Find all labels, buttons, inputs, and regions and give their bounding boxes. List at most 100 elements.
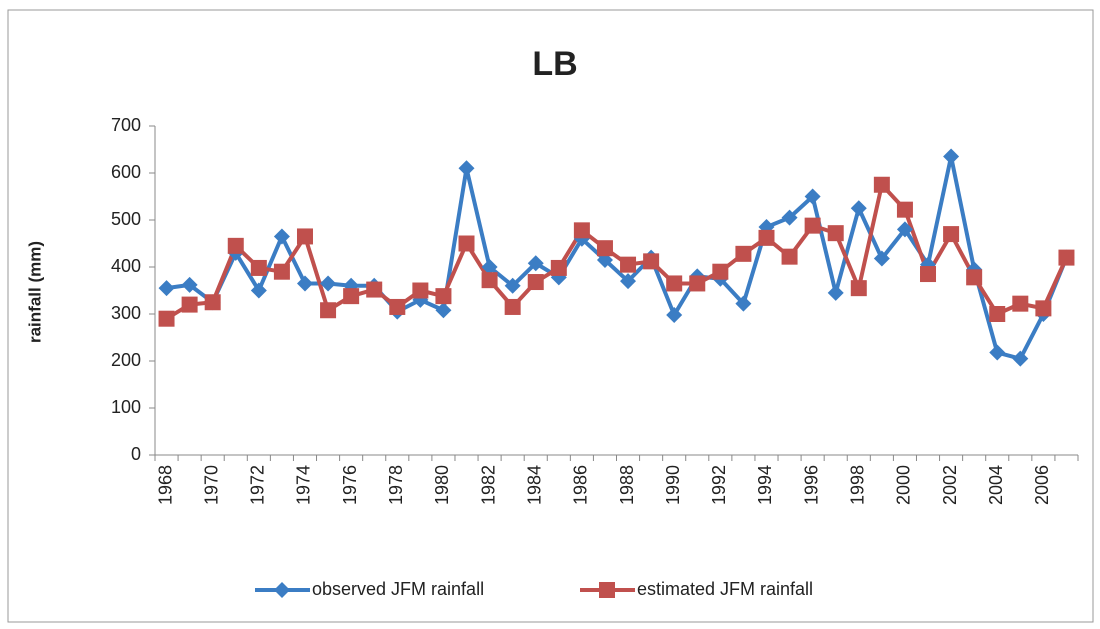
x-tick-label: 1974 [294, 465, 314, 505]
data-point [873, 176, 890, 193]
data-point [273, 228, 290, 245]
y-tick-label: 500 [111, 209, 141, 229]
data-point [596, 251, 613, 268]
data-point [573, 222, 590, 239]
x-tick-label: 2004 [986, 465, 1006, 505]
data-point [296, 228, 313, 245]
data-point [1012, 350, 1029, 367]
data-point [158, 310, 175, 327]
data-point [666, 306, 683, 323]
data-point [1012, 295, 1029, 312]
data-point [943, 148, 960, 165]
data-point [827, 284, 844, 301]
x-tick-label: 1976 [340, 465, 360, 505]
data-point [504, 277, 521, 294]
data-point [689, 275, 706, 292]
data-point [435, 288, 452, 305]
x-tick-label: 1994 [755, 465, 775, 505]
data-point [781, 248, 798, 265]
legend-marker [274, 582, 290, 598]
y-tick-label: 200 [111, 350, 141, 370]
x-tick-label: 1972 [248, 465, 268, 505]
data-point [735, 245, 752, 262]
data-point [158, 280, 175, 297]
data-point [481, 259, 498, 275]
data-point [366, 281, 383, 298]
data-point [873, 250, 890, 267]
data-point [227, 237, 244, 254]
legend-label: estimated JFM rainfall [637, 579, 813, 599]
x-tick-label: 1992 [709, 465, 729, 505]
y-tick-label: 300 [111, 303, 141, 323]
data-point [181, 276, 198, 293]
legend-marker [599, 582, 615, 598]
y-axis-label: rainfall (mm) [25, 241, 44, 343]
data-point [527, 255, 544, 272]
x-tick-label: 1984 [524, 465, 544, 505]
y-tick-label: 700 [111, 115, 141, 135]
data-point [181, 296, 198, 313]
x-tick-label: 1996 [801, 465, 821, 505]
data-point [458, 235, 475, 252]
data-point [596, 240, 613, 257]
data-point [435, 302, 452, 319]
x-tick-label: 1988 [617, 465, 637, 505]
chart-title: LB [532, 45, 577, 83]
x-tick-label: 1980 [432, 465, 452, 505]
data-point [320, 275, 337, 292]
y-tick-label: 0 [131, 444, 141, 464]
data-point [550, 259, 567, 276]
data-point [389, 298, 406, 315]
data-point [804, 188, 821, 205]
x-tick-label: 2002 [940, 465, 960, 505]
chart-frame [7, 9, 1094, 623]
data-point [1035, 300, 1052, 317]
data-point [527, 274, 544, 291]
data-point [758, 229, 775, 246]
x-tick-label: 1982 [478, 465, 498, 505]
data-point [412, 282, 429, 299]
data-point [250, 282, 267, 299]
y-tick-label: 100 [111, 397, 141, 417]
x-tick-label: 1978 [386, 465, 406, 505]
data-point [989, 306, 1006, 322]
data-point [481, 272, 498, 289]
data-point [850, 280, 867, 297]
x-tick-label: 1968 [155, 465, 175, 505]
legend-label: observed JFM rainfall [312, 579, 484, 599]
x-tick-label: 1998 [848, 465, 868, 505]
data-point [966, 269, 983, 286]
data-point [896, 221, 913, 238]
data-point [620, 256, 637, 273]
data-point [920, 266, 937, 283]
y-tick-label: 400 [111, 256, 141, 276]
data-point [666, 275, 683, 292]
data-point [804, 217, 821, 234]
data-point [896, 201, 913, 218]
x-tick-label: 2006 [1032, 465, 1052, 505]
data-point [204, 294, 221, 311]
data-point [273, 263, 290, 280]
data-point [781, 209, 798, 226]
data-point [1058, 249, 1075, 266]
data-point [712, 263, 729, 280]
x-tick-label: 1986 [571, 465, 591, 505]
data-point [620, 273, 637, 290]
x-tick-label: 1970 [201, 465, 221, 505]
data-point [827, 225, 844, 242]
data-point [504, 298, 521, 315]
x-tick-label: 2000 [894, 465, 914, 505]
y-tick-label: 600 [111, 162, 141, 182]
data-point [989, 344, 1006, 361]
data-point [643, 253, 660, 270]
x-tick-label: 1990 [663, 465, 683, 505]
data-point [320, 302, 337, 319]
series-line [165, 182, 1069, 321]
data-point [343, 288, 360, 305]
data-point [296, 275, 313, 292]
data-point [250, 259, 267, 276]
data-point [735, 295, 752, 312]
data-point [943, 226, 960, 243]
data-point [850, 200, 867, 217]
